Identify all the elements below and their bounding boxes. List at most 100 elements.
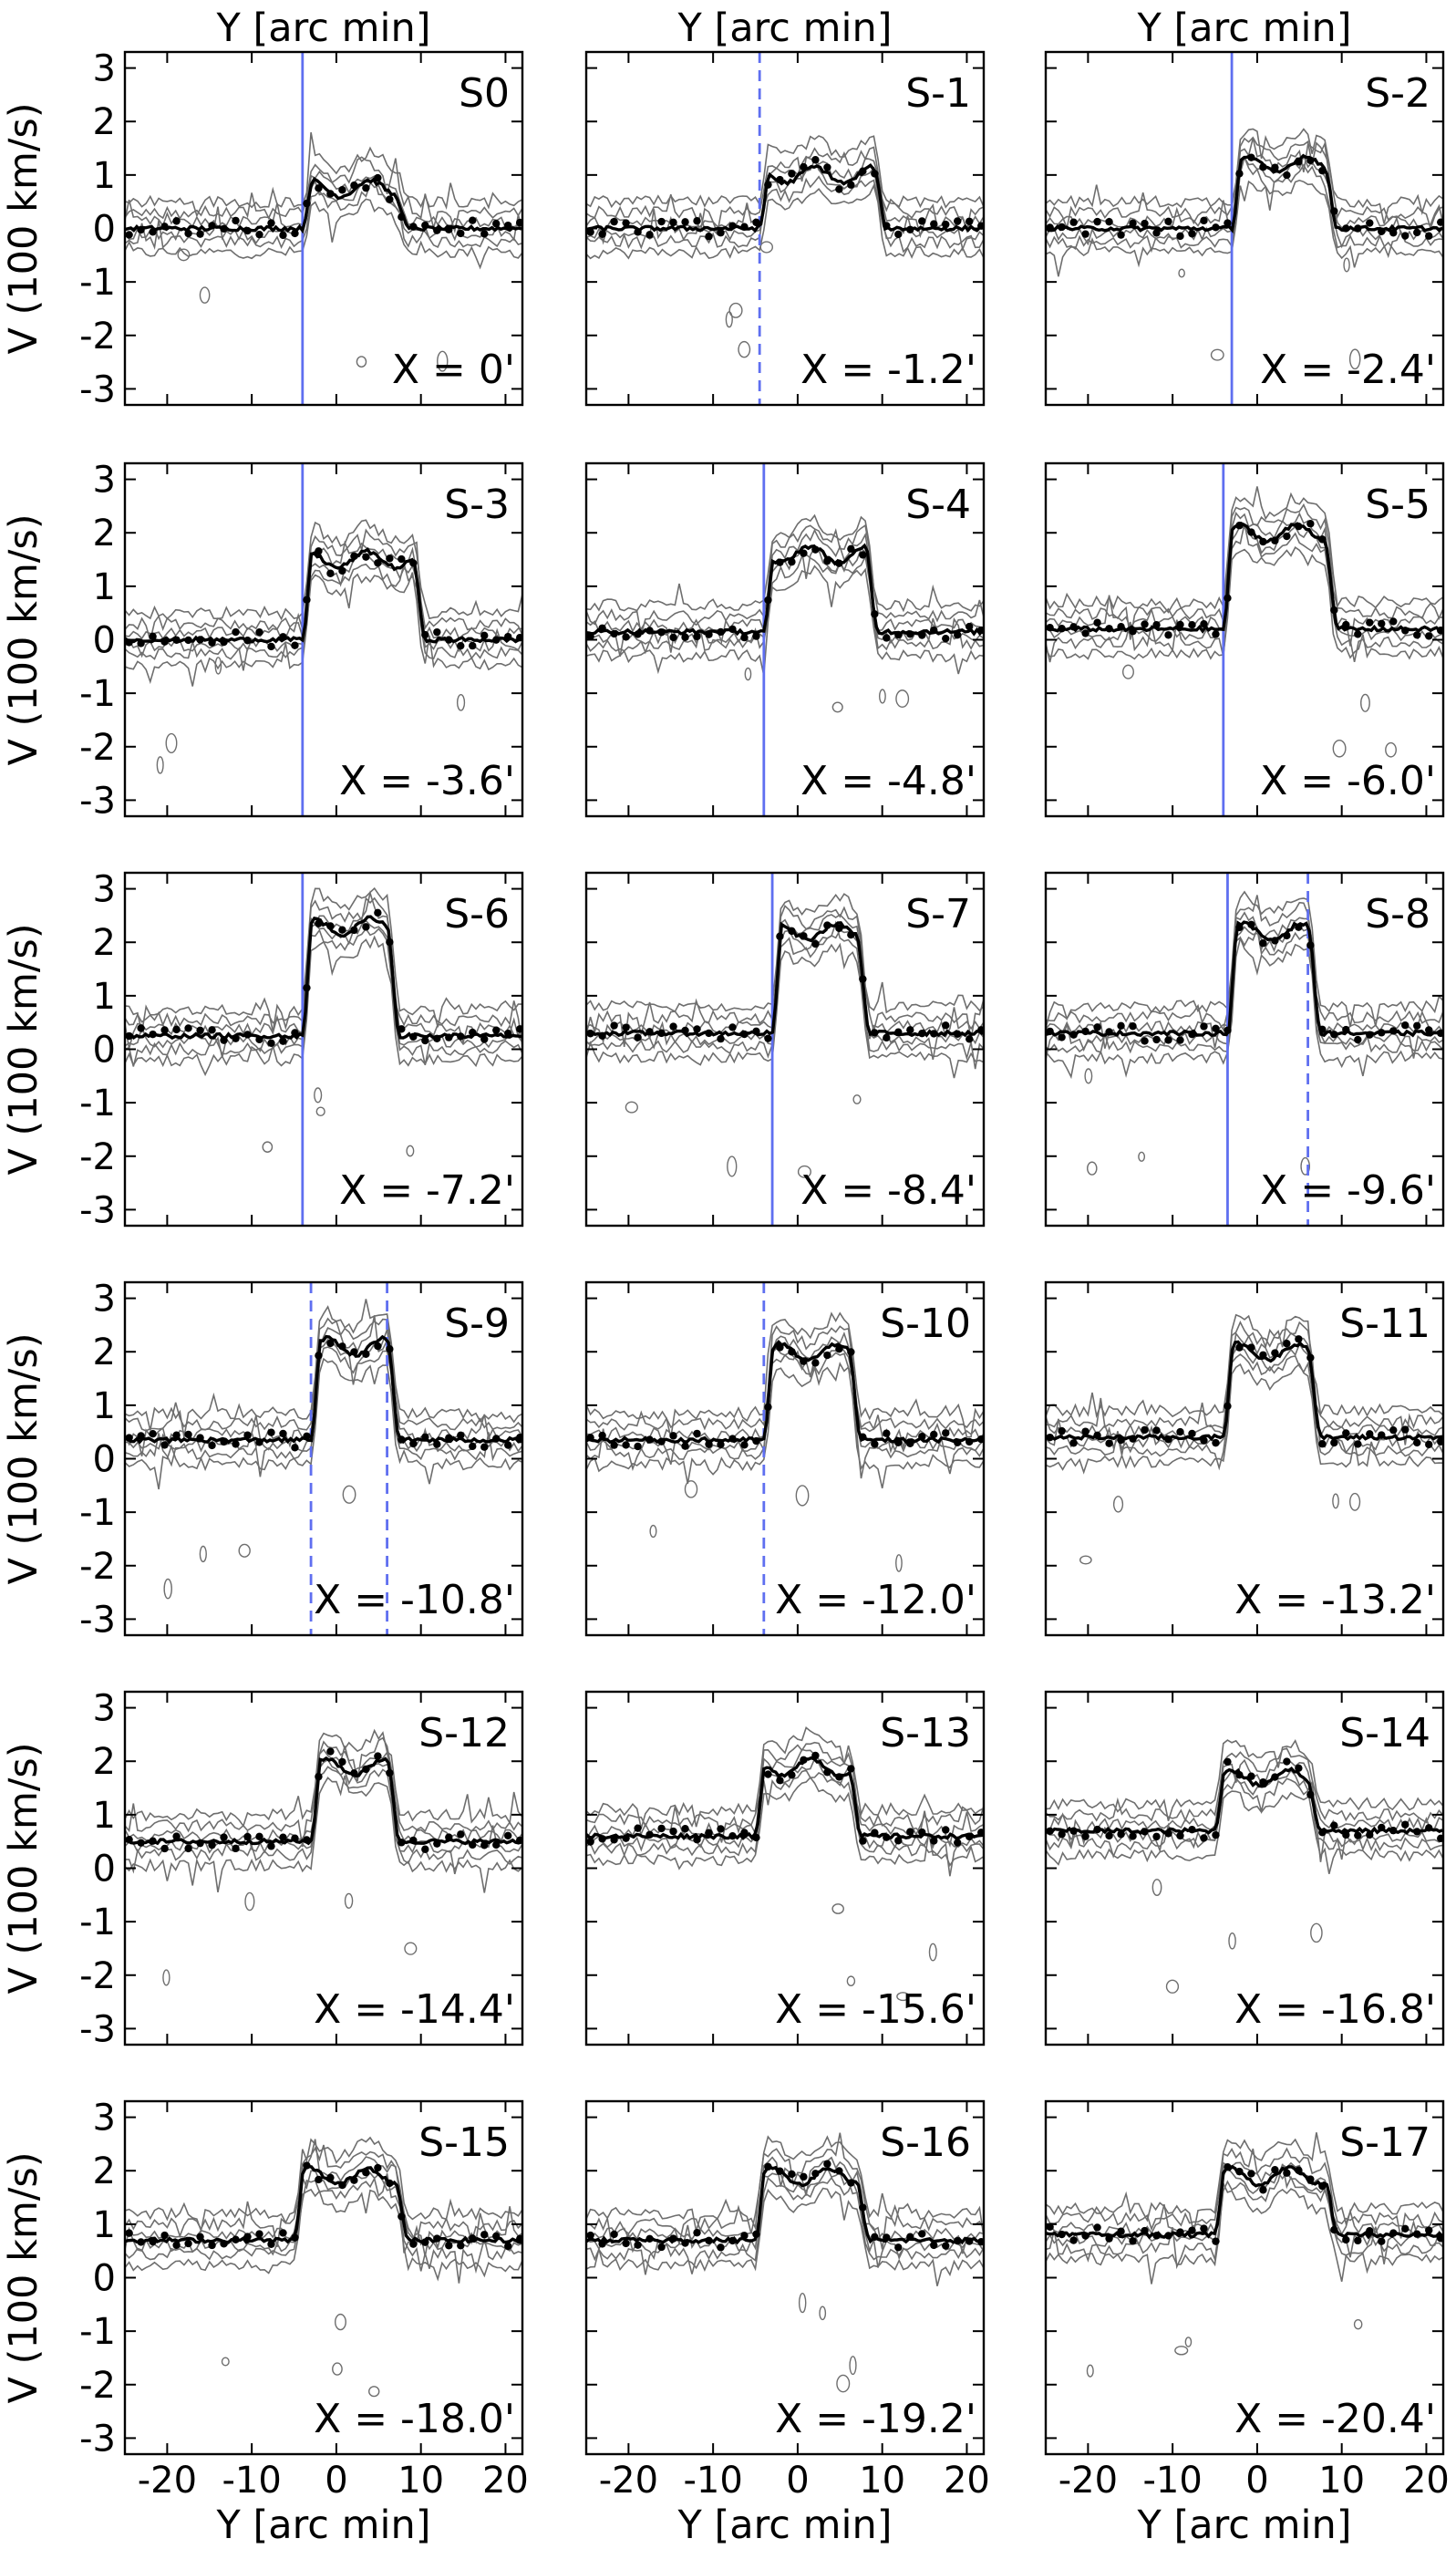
data-point xyxy=(977,1026,984,1034)
data-point xyxy=(279,633,287,641)
data-point xyxy=(1318,1025,1327,1033)
data-point xyxy=(598,230,606,239)
contour-line xyxy=(125,1299,522,1438)
data-point xyxy=(1283,1340,1291,1348)
data-point xyxy=(1413,228,1421,237)
data-point xyxy=(622,1441,630,1449)
y-tick-label: 2 xyxy=(93,101,116,143)
data-point xyxy=(622,633,630,641)
panel-plot-area xyxy=(125,2136,522,2398)
data-point xyxy=(871,1029,879,1037)
y-tick-label: -2 xyxy=(79,1136,116,1178)
data-point xyxy=(433,1839,441,1848)
data-point xyxy=(350,1769,358,1777)
data-point xyxy=(433,2234,441,2243)
data-point xyxy=(267,1039,275,1048)
data-point xyxy=(622,2239,630,2248)
data-point xyxy=(776,175,784,184)
contour-island xyxy=(368,2386,380,2398)
data-point xyxy=(657,2243,666,2252)
data-point xyxy=(326,1339,335,1348)
data-point xyxy=(125,2229,133,2237)
x-axis-title-bottom: Y [arc min] xyxy=(216,2502,431,2548)
contour-line xyxy=(586,1344,984,1466)
y-tick-label: -1 xyxy=(79,673,116,715)
data-point xyxy=(764,1403,772,1411)
contour-island xyxy=(221,2357,230,2367)
data-point xyxy=(1105,1439,1113,1447)
contour-line xyxy=(586,2156,984,2254)
data-point xyxy=(1188,230,1196,238)
y-tick-label: 0 xyxy=(93,209,116,251)
contour-line xyxy=(586,905,984,1048)
data-point xyxy=(788,2170,796,2179)
data-point xyxy=(1306,2175,1315,2183)
data-point xyxy=(220,1833,228,1841)
data-point xyxy=(788,1348,796,1356)
contour-island xyxy=(1385,741,1397,758)
contour-line xyxy=(1046,503,1443,640)
data-point xyxy=(645,1435,654,1444)
data-point xyxy=(1437,218,1443,226)
data-point xyxy=(1413,1828,1421,1836)
data-point xyxy=(1259,163,1267,171)
data-point xyxy=(728,1023,737,1031)
data-point xyxy=(315,1352,323,1360)
data-point xyxy=(966,622,974,631)
y-tick-label: -3 xyxy=(79,780,116,822)
data-point xyxy=(1129,219,1137,228)
panel-x-offset-label: X = -3.6' xyxy=(339,758,515,804)
data-point xyxy=(350,1348,358,1356)
y-axis-title: V (100 km/s) xyxy=(1,513,46,765)
panel-id-label: S-6 xyxy=(444,891,510,938)
data-point xyxy=(1247,920,1255,929)
contour-line xyxy=(586,893,984,1014)
panel-plot-area xyxy=(125,463,522,816)
data-point xyxy=(1259,939,1267,948)
velocity-profile-line xyxy=(1046,2164,1443,2240)
data-point xyxy=(196,636,204,644)
data-point xyxy=(267,642,275,651)
data-point xyxy=(705,2236,713,2244)
data-point xyxy=(811,939,820,948)
data-point xyxy=(1247,1343,1255,1352)
data-point xyxy=(1366,618,1374,627)
data-point xyxy=(823,1768,831,1777)
contour-line xyxy=(125,1315,522,1456)
data-point xyxy=(1081,2232,1089,2240)
y-tick-label: 2 xyxy=(93,922,116,964)
data-point xyxy=(220,637,228,647)
x-tick-label: 0 xyxy=(1245,2460,1268,2502)
data-point xyxy=(1117,1830,1125,1839)
data-point xyxy=(1081,1427,1089,1435)
data-point xyxy=(1271,536,1279,544)
data-point xyxy=(1058,1830,1066,1839)
data-point xyxy=(1247,528,1255,536)
panel-id-label: S-2 xyxy=(1365,70,1430,117)
velocity-profile-line xyxy=(125,2164,522,2245)
data-point xyxy=(871,1440,879,1448)
data-point xyxy=(610,1021,618,1030)
data-point xyxy=(918,631,926,639)
data-point xyxy=(1058,1033,1066,1041)
data-point xyxy=(1401,232,1410,240)
data-point xyxy=(634,1033,642,1041)
data-point xyxy=(1378,227,1386,235)
data-point xyxy=(374,1342,382,1351)
contour-line xyxy=(125,1728,522,1828)
contour-island xyxy=(315,1106,325,1117)
panel-x-offset-label: X = -2.4' xyxy=(1260,347,1436,393)
panel-plot-area xyxy=(1046,2132,1443,2378)
data-point xyxy=(1164,1829,1172,1838)
data-point xyxy=(184,636,192,645)
data-point xyxy=(622,1023,630,1031)
data-point xyxy=(137,225,145,234)
data-point xyxy=(480,1443,489,1451)
data-point xyxy=(859,1433,867,1441)
data-point xyxy=(930,626,938,635)
velocity-profile-line xyxy=(1046,1340,1443,1442)
data-point xyxy=(303,199,311,208)
data-point xyxy=(457,641,465,650)
data-point xyxy=(504,632,512,641)
data-point xyxy=(1318,2181,1327,2191)
